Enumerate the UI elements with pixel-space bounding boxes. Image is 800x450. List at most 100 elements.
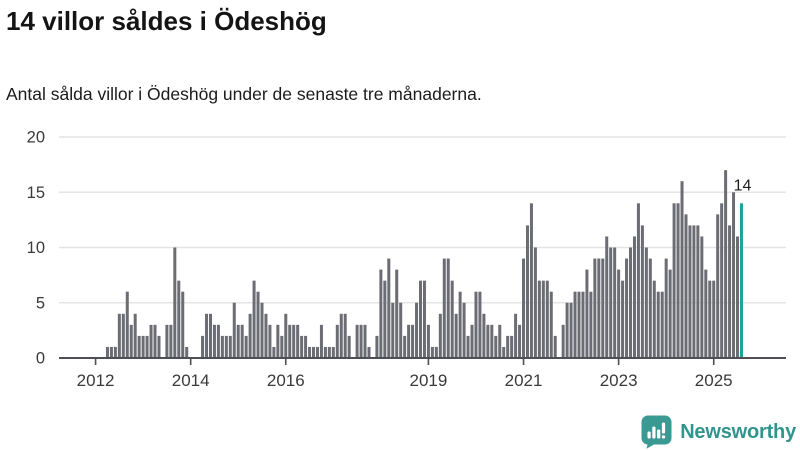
- bar: [632, 236, 636, 358]
- bar: [466, 335, 470, 358]
- bar: [700, 236, 704, 358]
- bar: [117, 313, 121, 358]
- bar: [518, 324, 522, 358]
- x-tick-label: 2014: [172, 371, 210, 390]
- bar: [446, 258, 450, 358]
- bar: [177, 280, 181, 358]
- logo-bar-mid: [657, 429, 661, 439]
- bar: [304, 335, 308, 358]
- bar: [482, 313, 486, 358]
- bar: [525, 225, 529, 358]
- bar: [672, 203, 676, 358]
- y-tick-label: 15: [27, 184, 45, 202]
- bar: [605, 236, 609, 358]
- bar: [395, 269, 399, 358]
- bar: [323, 346, 327, 358]
- bar: [617, 269, 621, 358]
- bar: [541, 280, 545, 358]
- x-tick-label: 2021: [505, 371, 543, 390]
- bar: [403, 335, 407, 358]
- bar: [490, 324, 494, 358]
- bar: [220, 335, 224, 358]
- x-tick-label: 2012: [77, 371, 115, 390]
- bar: [308, 346, 312, 358]
- bar: [656, 291, 660, 358]
- bar: [339, 313, 343, 358]
- bar: [712, 280, 716, 358]
- bar: [415, 302, 419, 358]
- bar: [272, 346, 276, 358]
- bar: [644, 247, 648, 358]
- bar: [201, 335, 205, 358]
- bar: [601, 258, 605, 358]
- bar: [347, 335, 351, 358]
- bar: [260, 302, 264, 358]
- bar: [129, 324, 133, 358]
- bar: [621, 280, 625, 358]
- y-tick-label: 10: [27, 239, 45, 257]
- bar: [688, 225, 692, 358]
- bar: [680, 181, 684, 358]
- bar: [498, 324, 502, 358]
- bar: [181, 291, 185, 358]
- bar: [185, 346, 189, 358]
- bar: [268, 324, 272, 358]
- bar: [629, 247, 633, 358]
- bar: [732, 192, 736, 358]
- logo-exclamation-dot: [661, 435, 666, 439]
- newsworthy-icon: [641, 415, 672, 449]
- bar: [613, 247, 617, 358]
- bar: [292, 324, 296, 358]
- bar: [407, 324, 411, 358]
- bar: [720, 203, 724, 358]
- bar: [704, 269, 708, 358]
- bar: [149, 324, 153, 358]
- bar: [248, 313, 252, 358]
- bar: [696, 225, 700, 358]
- bar: [549, 291, 553, 358]
- bar: [145, 335, 149, 358]
- bar: [636, 203, 640, 358]
- bar: [668, 269, 672, 358]
- x-tick-label: 2025: [695, 371, 733, 390]
- bar: [256, 291, 260, 358]
- bar: [502, 346, 506, 358]
- bar: [537, 280, 541, 358]
- bar: [533, 247, 537, 358]
- bar: [343, 313, 347, 358]
- bar: [335, 324, 339, 358]
- bar: [232, 302, 236, 358]
- bar: [434, 346, 438, 358]
- bar: [506, 335, 510, 358]
- bar: [300, 335, 304, 358]
- highlighted-bar: [739, 203, 743, 358]
- bar: [379, 269, 383, 358]
- logo-bar-short: [647, 431, 651, 439]
- bar: [597, 258, 601, 358]
- bar: [708, 280, 712, 358]
- highlight-value-label: 14: [734, 177, 752, 194]
- bar: [319, 324, 323, 358]
- x-tick-label: 2023: [600, 371, 638, 390]
- bar: [284, 313, 288, 358]
- bar: [212, 324, 216, 358]
- bar: [280, 335, 284, 358]
- bar-chart: 0 5 10 15 20 2012 2014 2016 2019 2021 2023 2025 14: [27, 129, 786, 390]
- bar: [315, 346, 319, 358]
- bar: [529, 203, 533, 358]
- bar: [736, 236, 739, 358]
- bar: [553, 335, 557, 358]
- y-tick-label: 20: [27, 129, 45, 147]
- bar: [153, 324, 157, 358]
- bar: [375, 335, 379, 358]
- bar: [312, 346, 316, 358]
- bar: [510, 335, 514, 358]
- bar: [660, 291, 664, 358]
- bar: [363, 324, 367, 358]
- y-tick-label: 0: [36, 350, 45, 368]
- bar: [438, 313, 442, 358]
- bar: [208, 313, 212, 358]
- bar: [121, 313, 125, 358]
- bar: [450, 280, 454, 358]
- bar: [585, 269, 589, 358]
